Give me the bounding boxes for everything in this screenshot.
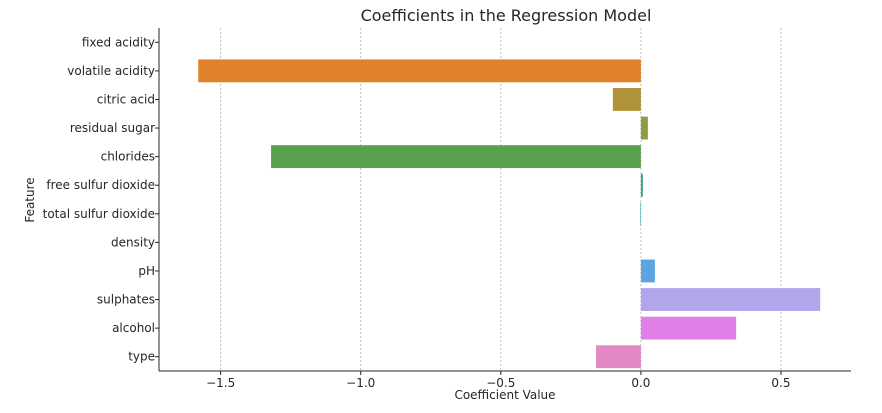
y-tick-label: pH <box>138 264 155 278</box>
y-tick-label: citric acid <box>97 92 155 106</box>
bar <box>271 145 641 169</box>
x-tick-label: 0.5 <box>771 376 790 390</box>
x-tick-labels: −1.5 −1.0 −0.5 0.0 0.5 <box>206 371 791 390</box>
bar <box>640 173 643 197</box>
bar <box>612 88 641 111</box>
bar <box>640 202 641 226</box>
bar <box>640 116 648 140</box>
y-tick-label: density <box>111 235 155 249</box>
y-tick-label: chlorides <box>101 150 155 164</box>
y-axis-label: Feature <box>23 177 37 222</box>
y-tick-label: fixed acidity <box>82 35 155 49</box>
y-tick-label: free sulfur dioxide <box>46 178 155 192</box>
bar <box>640 316 737 340</box>
x-tick-label: −1.5 <box>206 376 235 390</box>
x-tick-label: 0.0 <box>631 376 650 390</box>
bar <box>640 259 655 283</box>
y-tick-label: volatile acidity <box>67 64 155 78</box>
x-axis-label: Coefficient Value <box>454 388 555 402</box>
y-tick-labels: fixed acidity volatile acidity citric acid… <box>43 35 159 364</box>
chart-title: Coefficients in the Regression Model <box>361 6 652 25</box>
x-tick-label: −0.5 <box>486 376 515 390</box>
grid-lines <box>220 28 782 371</box>
y-tick-label: alcohol <box>112 321 155 335</box>
y-tick-label: residual sugar <box>70 121 155 135</box>
y-tick-label: total sulfur dioxide <box>43 207 155 221</box>
bar <box>640 288 821 311</box>
bar <box>596 345 641 369</box>
bar <box>198 59 641 83</box>
x-tick-label: −1.0 <box>346 376 375 390</box>
bars <box>198 59 821 369</box>
y-tick-label: type <box>128 350 155 364</box>
y-tick-label: sulphates <box>97 293 155 307</box>
